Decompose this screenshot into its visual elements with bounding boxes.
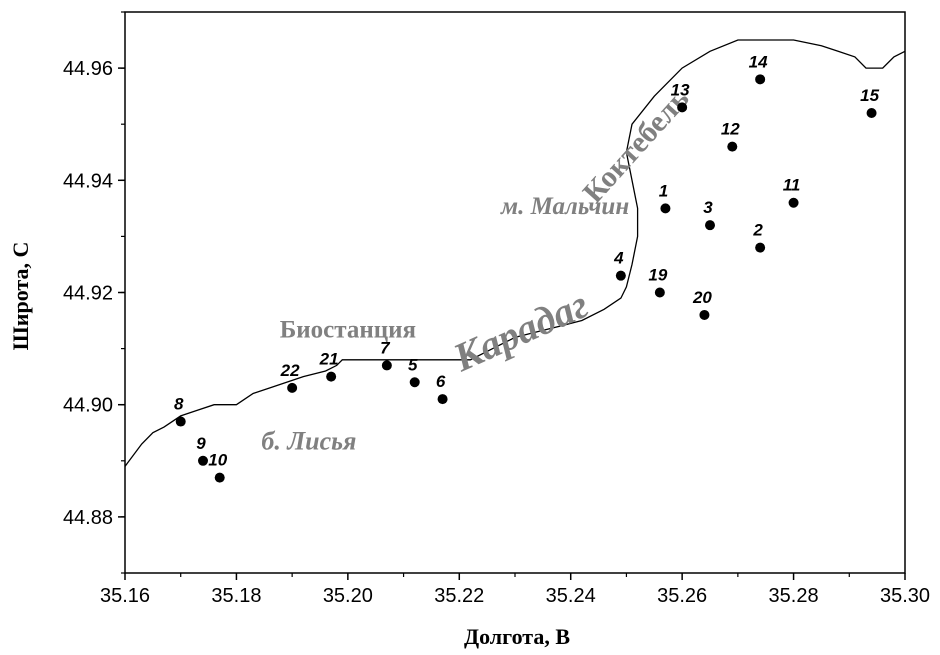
coastline [124, 39, 906, 467]
station-label: 11 [783, 176, 801, 195]
x-tick-label: 35.30 [880, 585, 930, 607]
station-point [214, 472, 225, 483]
y-axis: 44.88 44.90 44.92 44.94 44.96 [63, 11, 125, 574]
plot-frame [124, 11, 906, 574]
station-point [326, 371, 337, 382]
y-axis-title: Широта, С [8, 242, 33, 351]
station-point [287, 382, 298, 393]
station-label: 19 [648, 266, 667, 285]
station-point [699, 309, 710, 320]
y-tick-label: 44.94 [63, 170, 113, 192]
x-tick-label: 35.16 [100, 585, 150, 607]
station-label: 21 [319, 350, 339, 369]
station-label: 3 [703, 198, 713, 217]
station-point [437, 394, 448, 405]
station-label: 10 [208, 451, 227, 470]
x-tick-label: 35.24 [546, 585, 596, 607]
station-label: 2 [752, 221, 763, 240]
x-axis: 35.16 35.18 35.20 35.22 35.24 35.26 35.28 35.30 [100, 573, 930, 607]
station-point [755, 74, 766, 85]
station-point [198, 455, 208, 466]
x-tick-label: 35.20 [323, 585, 373, 607]
station-label: 20 [692, 288, 712, 307]
station-point [677, 102, 688, 113]
place-label: Карадаг [446, 281, 595, 380]
station-label: 8 [174, 395, 184, 414]
y-tick-label: 44.90 [63, 395, 113, 417]
station-label: 15 [860, 86, 879, 105]
station-label: 6 [436, 372, 446, 391]
station-point [615, 270, 626, 281]
station-label: 7 [380, 338, 391, 357]
station-label: 5 [408, 355, 418, 374]
station-point [727, 141, 738, 152]
x-tick-label: 35.26 [657, 585, 707, 607]
station-point [175, 416, 186, 427]
coastline-layer [124, 39, 906, 467]
x-tick-label: 35.22 [434, 585, 484, 607]
x-tick-label: 35.28 [769, 585, 819, 607]
plot-border [124, 11, 906, 574]
station-label: 12 [721, 120, 740, 139]
station-label: 4 [613, 249, 624, 268]
station-point [654, 287, 665, 298]
station-label: 13 [671, 80, 690, 99]
y-tick-label: 44.88 [63, 507, 113, 529]
place-label: Биостанция [280, 316, 416, 343]
place-label: м. Мальчин [500, 193, 629, 220]
station-point [409, 377, 420, 388]
place-label: Коктебель [577, 82, 696, 209]
station-label: 1 [659, 181, 668, 200]
y-tick-label: 44.92 [63, 283, 113, 305]
place-label: б. Лисья [261, 427, 356, 456]
station-label: 14 [749, 52, 768, 71]
station-point [660, 203, 671, 214]
station-label: 22 [280, 361, 300, 380]
station-label: 9 [196, 434, 206, 453]
station-point [381, 360, 392, 371]
x-tick-label: 35.18 [211, 585, 261, 607]
station-point [866, 107, 877, 118]
station-point [705, 220, 715, 231]
station-point [755, 242, 766, 253]
x-axis-title: Долгота, В [464, 624, 570, 649]
y-tick-label: 44.96 [63, 58, 113, 80]
station-point [788, 197, 799, 208]
